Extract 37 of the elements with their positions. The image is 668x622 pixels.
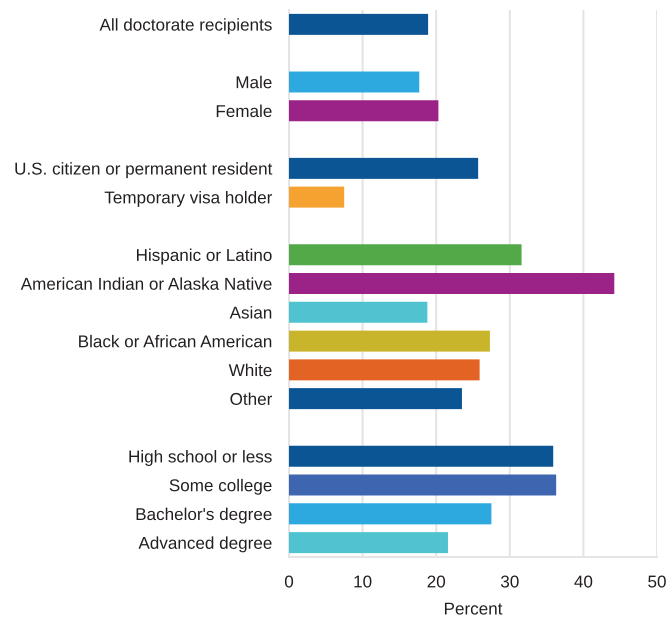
bar xyxy=(289,503,492,524)
x-axis-title: Percent xyxy=(444,602,502,615)
bar xyxy=(289,302,428,323)
y-tick-label: American Indian or Alaska Native xyxy=(20,277,272,290)
y-tick-label: Male xyxy=(236,76,272,88)
y-tick-label: Hispanic or Latino xyxy=(137,248,272,264)
y-tick-label: Black or African American xyxy=(79,334,272,348)
bar xyxy=(289,100,438,122)
y-tick-label: White xyxy=(228,364,272,376)
bar xyxy=(289,244,522,266)
bar xyxy=(289,446,554,467)
x-tick-label: 0 xyxy=(284,576,294,588)
y-tick-label: Asian xyxy=(230,306,272,319)
x-tick-label: 50 xyxy=(648,576,666,588)
bar xyxy=(289,272,614,294)
y-tick-label: Female xyxy=(216,104,272,118)
x-tick-label: 30 xyxy=(500,576,519,588)
y-tick-label: High school or less xyxy=(129,450,272,466)
bar xyxy=(289,474,556,496)
y-tick-label: Advanced degree xyxy=(138,536,272,552)
x-tick-label: 10 xyxy=(354,576,372,588)
bar xyxy=(289,14,428,35)
y-tick-label: Other xyxy=(230,392,272,406)
y-tick-label: Some college xyxy=(170,478,272,495)
y-tick-label: Temporary visa holder xyxy=(104,190,272,207)
y-tick-label: Bachelor's degree xyxy=(136,508,272,524)
x-tick-label: 20 xyxy=(428,576,446,588)
bar xyxy=(289,186,344,208)
bar xyxy=(289,388,462,410)
bar xyxy=(289,71,420,92)
x-tick-label: 40 xyxy=(574,576,592,588)
y-tick-label: U.S. citizen or permanent resident xyxy=(15,162,272,178)
bar xyxy=(289,158,478,179)
y-tick-label: All doctorate recipients xyxy=(100,18,272,34)
bar xyxy=(289,330,490,352)
bar xyxy=(289,359,480,380)
bar xyxy=(289,532,448,554)
